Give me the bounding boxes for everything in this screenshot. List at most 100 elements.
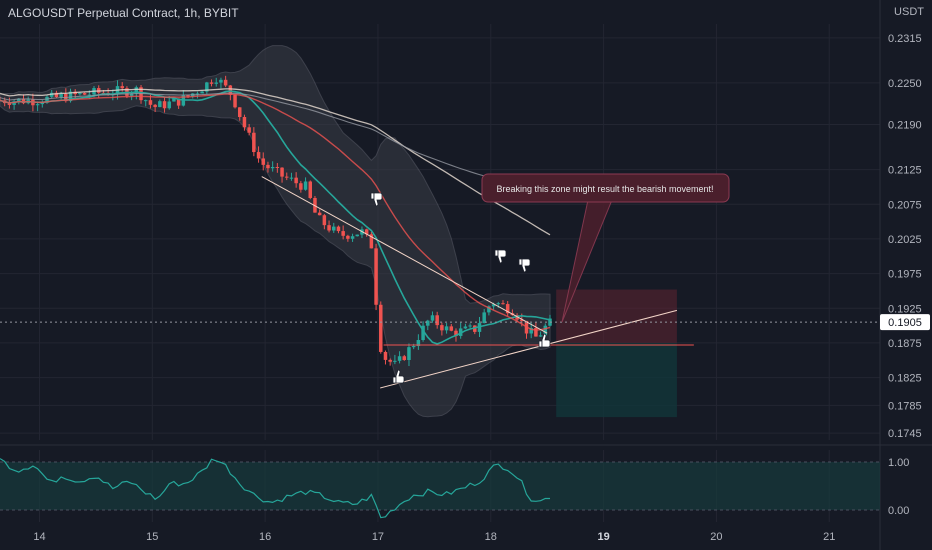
- candle-body: [416, 340, 421, 347]
- ema-fast-line: [0, 90, 551, 345]
- bollinger-fill: [0, 45, 551, 418]
- time-tick-label: 19: [597, 531, 609, 543]
- candle-body: [374, 248, 378, 305]
- candle-body: [520, 319, 524, 321]
- candle-body: [59, 94, 63, 98]
- candle-body: [78, 93, 82, 95]
- candle-body: [143, 100, 148, 102]
- candle-body: [68, 91, 73, 102]
- candle-body: [186, 95, 190, 97]
- candle-body: [280, 167, 284, 177]
- candle-body: [350, 236, 355, 239]
- candle-body: [270, 166, 275, 169]
- price-tick-label: 0.2125: [888, 165, 922, 177]
- candle-body: [327, 225, 331, 231]
- candle-body: [275, 166, 280, 168]
- candle-body: [162, 101, 167, 109]
- annotation-box[interactable]: [481, 173, 730, 203]
- candle-body: [364, 229, 369, 235]
- candle-body: [379, 304, 383, 352]
- candle-body: [421, 325, 425, 341]
- candle-body: [322, 215, 327, 226]
- candle-body: [449, 326, 454, 331]
- current-price-badge[interactable]: [880, 314, 930, 331]
- candle-body: [219, 79, 223, 83]
- thumb-up-icon: [392, 369, 405, 384]
- axes: 0.2315 0.2250 0.2190 0.2125 0.2075 0.2025 0.19…: [33, 33, 930, 543]
- price-tick-label: 0.2025: [888, 234, 922, 246]
- candle-body: [17, 98, 21, 102]
- candle-body: [468, 325, 472, 327]
- candle-body: [501, 303, 505, 305]
- annotation-text: Breaking this zone might result the bear…: [496, 184, 713, 194]
- candle-body: [411, 346, 416, 348]
- candle-body: [233, 94, 237, 108]
- candle-body: [285, 176, 289, 178]
- oscillator-tick-label: 1.00: [888, 457, 909, 469]
- thumb-markers: [370, 192, 551, 384]
- thumb-down-icon: [518, 258, 531, 273]
- candle-body: [176, 98, 181, 106]
- time-tick-label: 17: [372, 531, 384, 543]
- candle-body: [299, 183, 303, 190]
- candle-body: [369, 234, 374, 249]
- price-tick-label: 0.2190: [888, 120, 922, 132]
- candle-body: [482, 312, 486, 324]
- ema-long-line: [0, 92, 551, 194]
- candle-body: [158, 101, 162, 108]
- candle-body: [120, 86, 124, 89]
- candle-body: [388, 359, 392, 362]
- symbol-title[interactable]: ALGOUSDT Perpetual Contract, 1h, BYBIT: [8, 6, 239, 20]
- candle-body: [209, 82, 214, 84]
- price-tick-label: 0.1785: [888, 400, 922, 412]
- candle-body: [303, 181, 308, 190]
- candle-body: [266, 164, 270, 169]
- time-tick-label: 15: [146, 531, 158, 543]
- oscillator-pane: [0, 458, 880, 519]
- candle-body: [505, 304, 510, 314]
- candle-body: [195, 93, 200, 95]
- candle-body: [440, 325, 444, 331]
- time-tick-label: 21: [823, 531, 835, 543]
- candle-body: [308, 181, 313, 198]
- price-tick-label: 0.2250: [888, 78, 922, 90]
- price-tick-label: 0.1825: [888, 373, 922, 385]
- candle-body: [543, 325, 548, 336]
- candle-body: [87, 94, 92, 96]
- candle-body: [515, 315, 519, 320]
- candle-body: [247, 127, 251, 133]
- candle-body: [148, 100, 153, 105]
- price-tick-label: 0.1745: [888, 428, 922, 440]
- currency-label[interactable]: USDT: [894, 6, 924, 18]
- candle-body: [430, 315, 435, 321]
- trade-zones: [556, 289, 677, 418]
- annotation[interactable]: Breaking this zone might result the bear…: [481, 173, 730, 203]
- candle-body: [336, 226, 341, 232]
- oscillator-tick-label: 0.00: [888, 505, 909, 517]
- candle-body: [242, 117, 247, 128]
- candle-body: [200, 91, 204, 94]
- candle-body: [393, 360, 397, 362]
- ema-slow-line: [0, 88, 551, 236]
- candle-body: [153, 104, 157, 108]
- candle-body: [21, 98, 26, 104]
- descending-trendline: [261, 176, 548, 334]
- candle-body: [407, 347, 411, 361]
- price-tick-label: 0.1975: [888, 269, 922, 281]
- candle-body: [205, 82, 209, 92]
- price-tick-label: 0.2075: [888, 199, 922, 211]
- candle-body: [317, 212, 322, 216]
- candle-body: [491, 304, 496, 307]
- candle-body: [454, 330, 458, 336]
- candle-body: [534, 328, 538, 337]
- candle-body: [228, 85, 233, 95]
- price-tick-label: 0.1875: [888, 338, 922, 350]
- candle-body: [172, 98, 176, 102]
- price-tick-label: 0.2315: [888, 33, 922, 45]
- time-tick-label: 14: [33, 531, 45, 543]
- candle-body: [82, 93, 87, 95]
- candle-body: [134, 87, 139, 94]
- candle-body: [223, 79, 228, 86]
